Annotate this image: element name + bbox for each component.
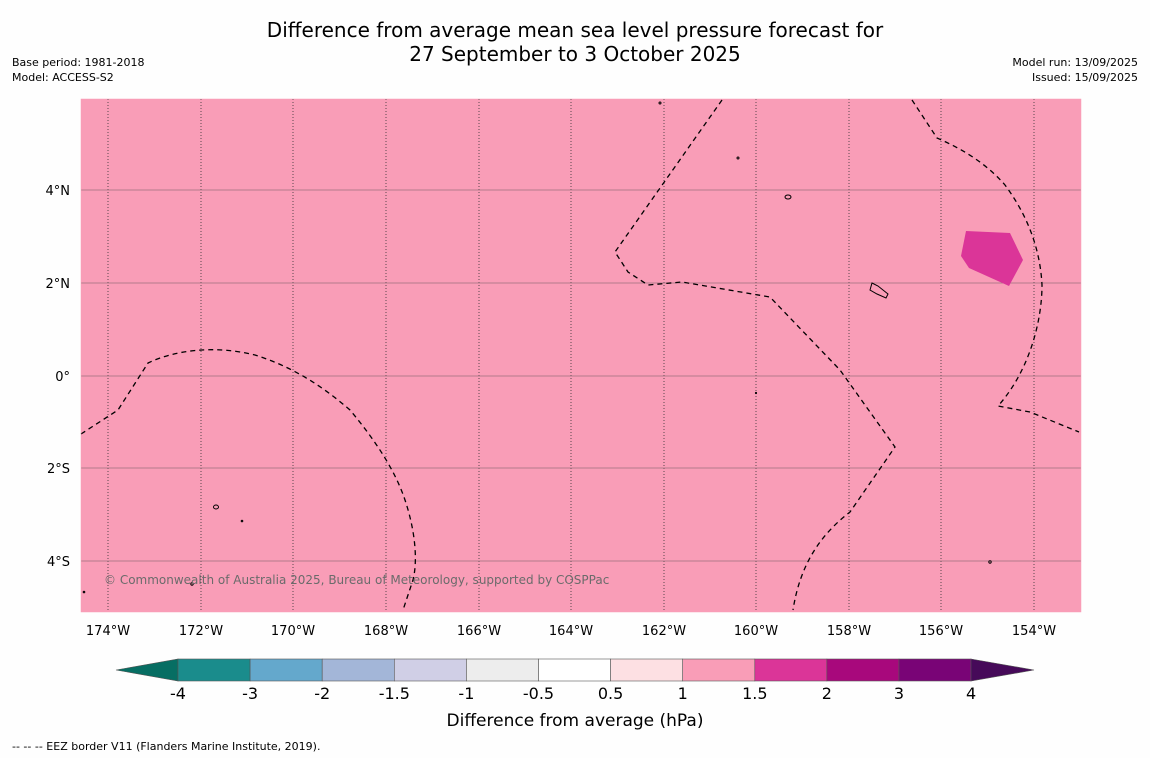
map-title: Difference from average mean sea level p… [0, 18, 1150, 66]
colorbar-label-6: 0.5 [598, 684, 623, 703]
island-3 [213, 504, 219, 510]
lon-tick-170w: 170°W [271, 624, 315, 639]
colorbar-over-arrow [970, 658, 1035, 682]
lon-tick-162w: 162°W [642, 624, 686, 639]
colorbar-cell-6 [610, 658, 683, 682]
eez-borders [80, 99, 1080, 611]
lat-tick-4n: 4°N [46, 184, 71, 199]
colorbar-cell-9 [826, 658, 900, 682]
colorbar-under-arrow [115, 658, 179, 682]
lat-tick-2s: 2°S [47, 462, 70, 477]
colorbar-cell-5 [538, 658, 611, 682]
island-6 [240, 519, 244, 523]
colorbar-cells [177, 658, 972, 682]
lat-tick-2n: 2°N [46, 277, 71, 292]
island-1 [784, 194, 792, 200]
colorbar-label-4: -1 [458, 684, 474, 703]
lon-tick-166w: 166°W [457, 624, 501, 639]
island-2 [869, 282, 889, 299]
map-frame [80, 98, 1082, 613]
base-period: Base period: 1981-2018 [12, 56, 145, 69]
eez-legend-note: -- -- -- EEZ border V11 (Flanders Marine… [12, 740, 321, 753]
lon-tick-labels: 174°W 172°W 170°W 168°W 166°W 164°W 162°… [86, 624, 1056, 639]
meta-left: Base period: 1981-2018 Model: ACCESS-S2 [12, 55, 144, 85]
colorbar-cell-4 [466, 658, 539, 682]
map-plot-area[interactable] [81, 99, 1081, 612]
colorbar-cell-3 [393, 658, 467, 682]
colorbar: -4 -3 -2 -1.5 -1 -0.5 0.5 1 1.5 2 3 4 Difference fr… [115, 658, 1035, 731]
island-outlines [82, 101, 992, 594]
colorbar-cell-10 [898, 658, 972, 682]
eez-border-west [80, 349, 417, 611]
colorbar-label-10: 3 [894, 684, 904, 703]
colorbar-label-5: -0.5 [523, 684, 554, 703]
island-4 [658, 101, 662, 105]
colorbar-cell-0 [177, 658, 251, 682]
lon-tick-174w: 174°W [86, 624, 130, 639]
lon-tick-158w: 158°W [827, 624, 871, 639]
lat-tick-0: 0° [55, 370, 70, 385]
colorbar-label-8: 1.5 [742, 684, 767, 703]
colorbar-label-11: 4 [966, 684, 976, 703]
island-7 [190, 582, 194, 586]
colorbar-labels: -4 -3 -2 -1.5 -1 -0.5 0.5 1 1.5 2 3 4 [170, 684, 976, 703]
island-5 [736, 156, 740, 160]
colorbar-label-1: -3 [242, 684, 258, 703]
colorbar-title: Difference from average (hPa) [447, 711, 704, 731]
colorbar-label-2: -2 [314, 684, 330, 703]
colorbar-label-3: -1.5 [379, 684, 410, 703]
lon-tick-154w: 154°W [1012, 624, 1056, 639]
lon-tick-164w: 164°W [549, 624, 593, 639]
parallel-gridlines [81, 189, 1081, 562]
anomaly-patch-1-5-to-2 [961, 231, 1023, 286]
title-line-2: 27 September to 3 October 2025 [409, 42, 741, 66]
colorbar-cell-7 [682, 658, 756, 682]
colorbar-label-9: 2 [822, 684, 832, 703]
colorbar-label-7: 1 [678, 684, 688, 703]
meta-right: Model run: 13/09/2025 Issued: 15/09/2025 [1012, 55, 1138, 85]
issued-date: Issued: 15/09/2025 [1031, 71, 1138, 84]
island-10 [82, 590, 86, 594]
colorbar-label-0: -4 [170, 684, 186, 703]
model-name: Model: ACCESS-S2 [12, 71, 114, 84]
copyright-notice: © Commonwealth of Australia 2025, Bureau… [104, 573, 609, 587]
eez-border-east [911, 99, 1080, 433]
lon-tick-168w: 168°W [364, 624, 408, 639]
lon-tick-156w: 156°W [919, 624, 963, 639]
colorbar-cell-8 [754, 658, 828, 682]
title-line-1: Difference from average mean sea level p… [266, 18, 884, 42]
lon-tick-160w: 160°W [734, 624, 778, 639]
colorbar-cell-1 [249, 658, 323, 682]
island-9 [754, 391, 758, 395]
colorbar-cell-2 [321, 658, 395, 682]
model-run: Model run: 13/09/2025 [1012, 56, 1138, 69]
lat-tick-labels: 4°N 2°N 0° 2°S 4°S [46, 184, 71, 570]
lat-tick-4s: 4°S [47, 555, 70, 570]
island-8 [988, 560, 992, 564]
lon-tick-172w: 172°W [179, 624, 223, 639]
